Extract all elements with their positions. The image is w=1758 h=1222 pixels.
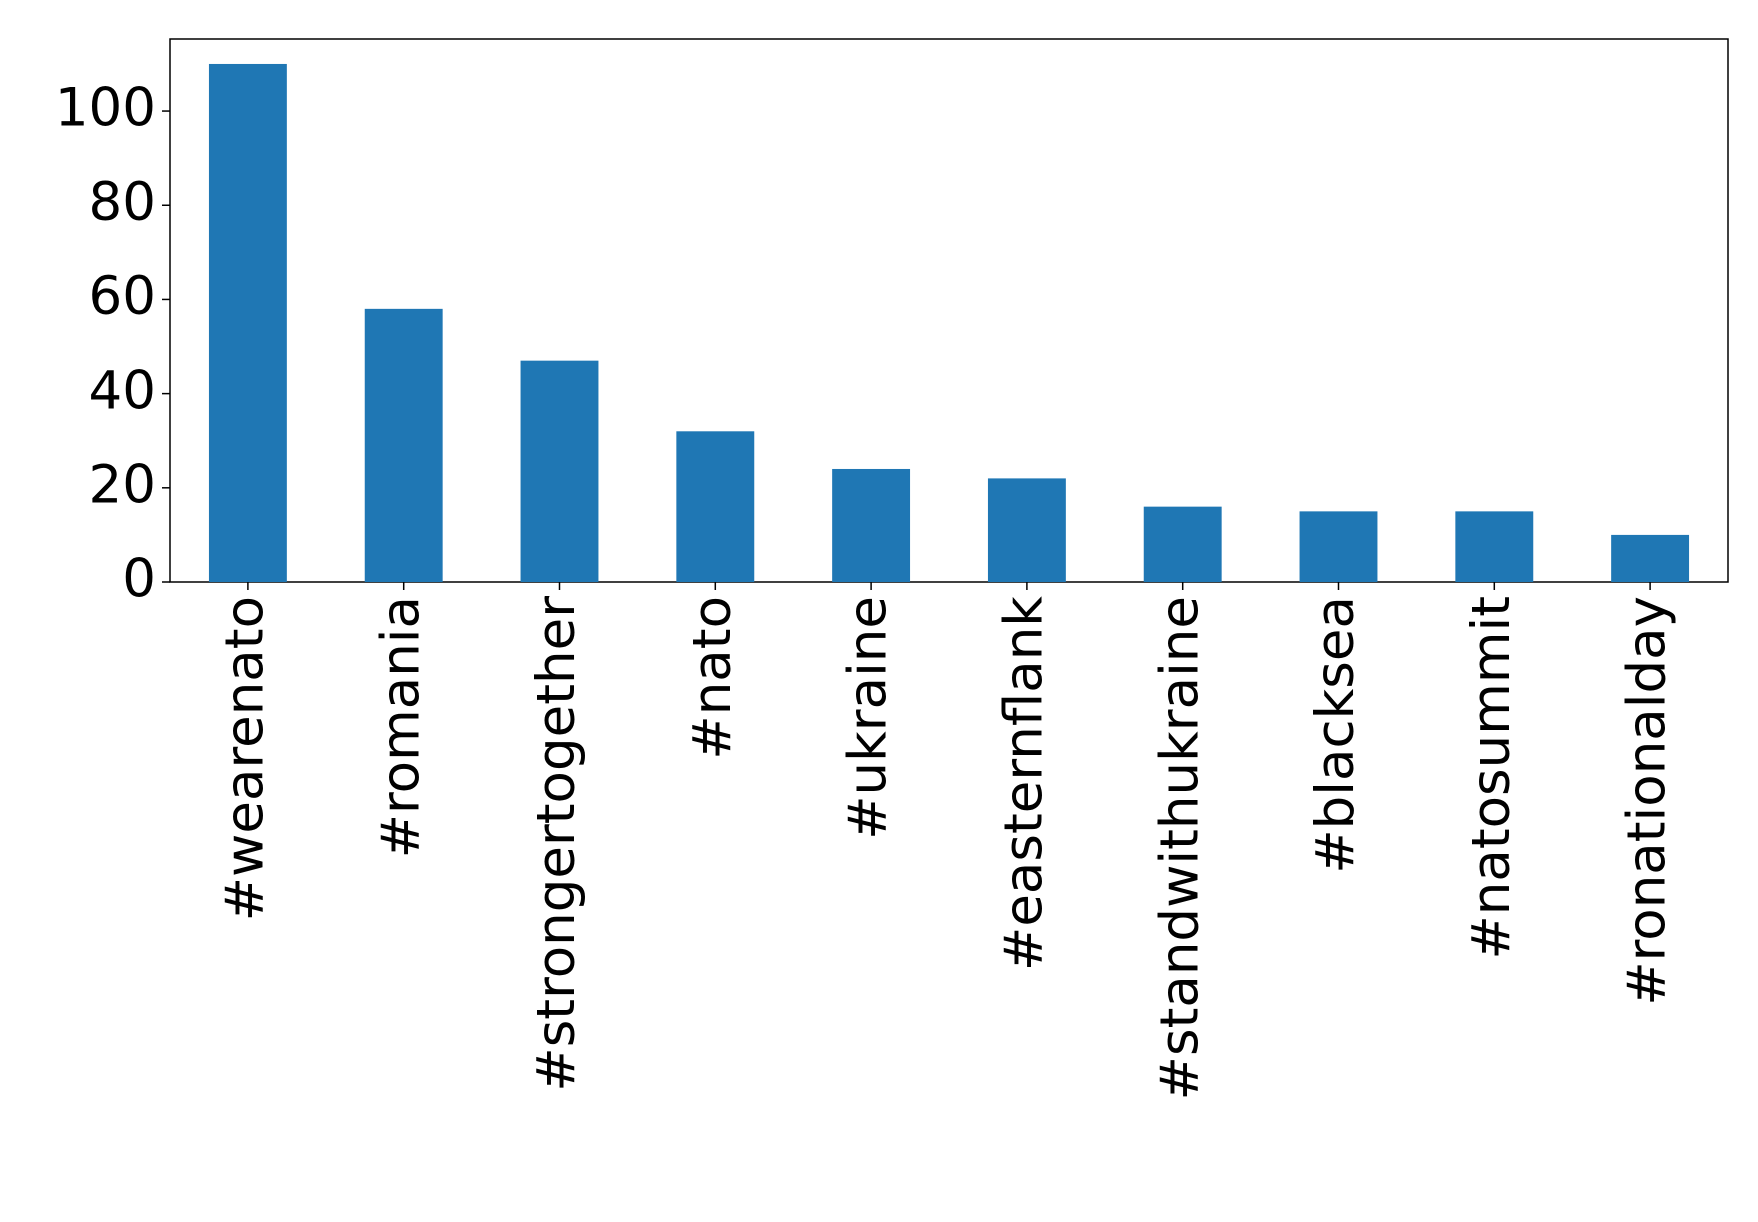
x-tick-label: #wearenato: [215, 596, 276, 921]
y-tick-label: 100: [55, 78, 156, 139]
bar: [1299, 511, 1378, 582]
x-tick-label: #easternflank: [994, 596, 1055, 971]
y-tick-label: 0: [122, 549, 156, 610]
y-tick-label: 20: [89, 454, 156, 515]
bar: [1455, 511, 1534, 582]
x-tick-label: #strongertogether: [526, 596, 587, 1092]
x-tick-label: #nato: [682, 596, 743, 760]
bar: [676, 431, 755, 582]
x-tick-label: #standwithukraine: [1149, 596, 1210, 1100]
bar: [520, 360, 599, 582]
bar: [987, 478, 1066, 582]
y-tick-label: 40: [89, 360, 156, 421]
bar: [832, 468, 911, 582]
x-tick-label: #ukraine: [838, 596, 899, 840]
bar: [1143, 506, 1222, 582]
x-tick-label: #ronationalday: [1617, 596, 1678, 1006]
bar: [208, 63, 287, 583]
y-tick-label: 60: [89, 266, 156, 327]
plot-frame: [169, 38, 1729, 583]
x-tick-label: #blacksea: [1305, 596, 1366, 874]
y-tick-label: 80: [89, 172, 156, 233]
x-tick-label: #natosummit: [1461, 596, 1522, 960]
bar: [364, 308, 443, 582]
bar: [1611, 534, 1690, 582]
x-tick-label: #romania: [370, 596, 431, 858]
